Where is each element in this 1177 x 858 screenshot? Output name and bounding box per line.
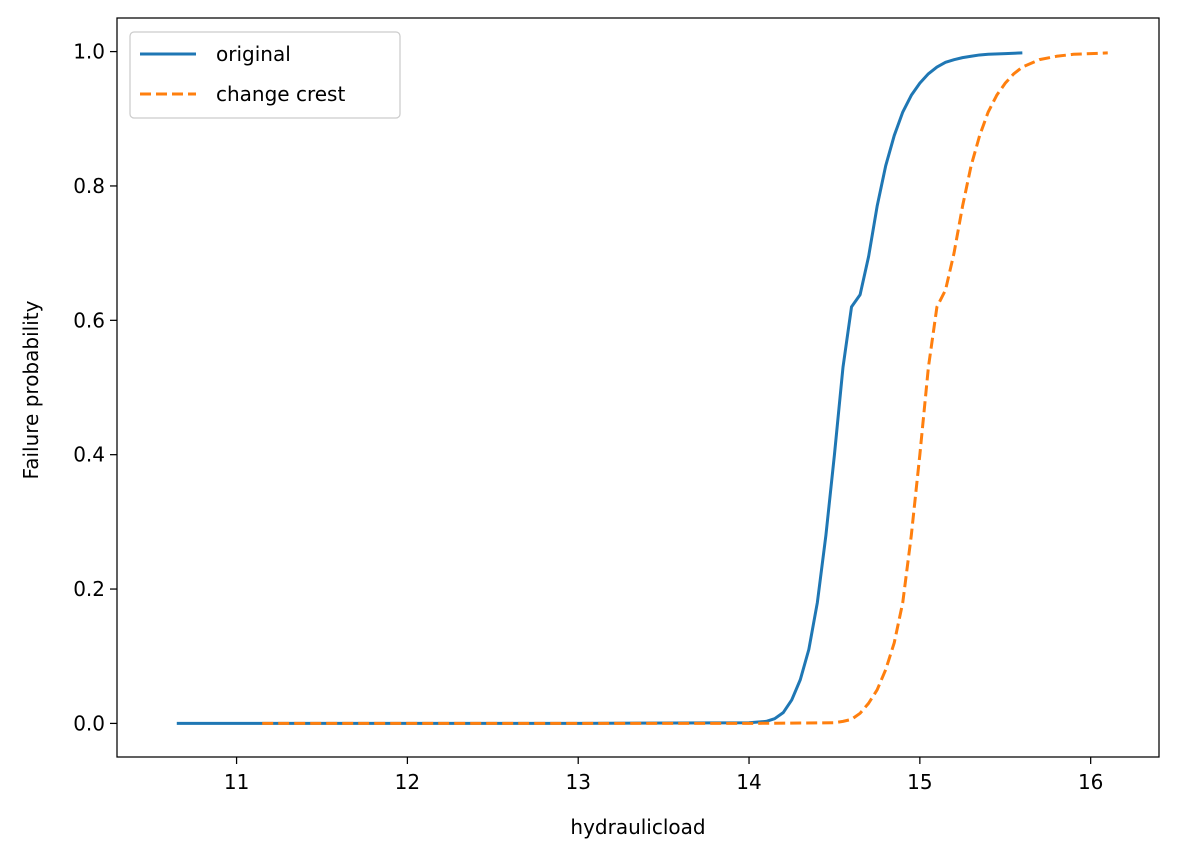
y-tick-label: 0.0 xyxy=(73,711,105,735)
legend: original change crest xyxy=(129,31,401,119)
x-tick-label: 16 xyxy=(1078,770,1103,794)
legend-label-original: original xyxy=(216,42,291,66)
plot-area-frame xyxy=(116,17,1160,758)
x-tick-label: 13 xyxy=(565,770,590,794)
x-tick-label: 11 xyxy=(224,770,249,794)
y-axis-label: Failure probability xyxy=(19,300,43,479)
legend-box xyxy=(129,31,401,119)
legend-label-change-crest: change crest xyxy=(216,82,345,106)
x-axis-ticks: 11 12 13 14 15 16 xyxy=(224,757,1103,794)
y-tick-label: 0.4 xyxy=(73,443,105,467)
series-line-change-crest xyxy=(262,51,1108,725)
series-layer xyxy=(176,51,1108,725)
y-axis-ticks: 0.0 0.2 0.4 0.6 0.8 1.0 xyxy=(73,40,117,735)
x-tick-label: 14 xyxy=(736,770,761,794)
x-axis-label: hydraulicload xyxy=(570,815,705,839)
x-tick-label: 12 xyxy=(395,770,420,794)
y-tick-label: 0.8 xyxy=(73,174,105,198)
y-tick-label: 1.0 xyxy=(73,40,105,64)
y-tick-label: 0.6 xyxy=(73,308,105,332)
y-tick-label: 0.2 xyxy=(73,577,105,601)
x-tick-label: 15 xyxy=(907,770,932,794)
series-line-original xyxy=(176,51,1023,725)
